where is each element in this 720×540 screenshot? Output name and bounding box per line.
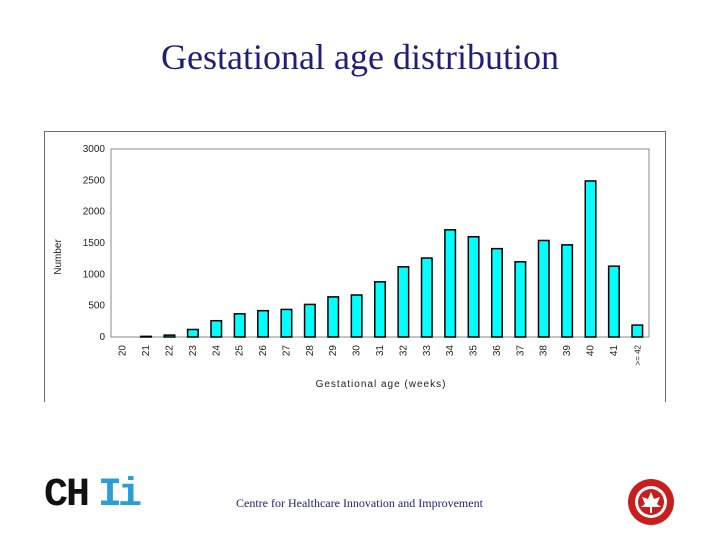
bar xyxy=(631,324,644,338)
y-axis-label: Number xyxy=(53,239,64,275)
y-tick-label: 2000 xyxy=(83,207,106,218)
bar xyxy=(373,281,387,338)
y-tick-label: 1500 xyxy=(83,238,106,249)
x-tick-label: 36 xyxy=(492,345,503,357)
x-tick-label: 37 xyxy=(515,345,526,357)
bar xyxy=(490,247,503,338)
y-ticks: 0 500 1000 1500 2000 2500 3000 xyxy=(83,144,106,343)
x-tick-label: 26 xyxy=(258,345,269,357)
bar xyxy=(561,244,574,338)
x-tick-label: 35 xyxy=(469,345,480,357)
bar xyxy=(280,308,293,338)
logo-ii-text: Ii xyxy=(98,473,142,518)
x-tick-label: 20 xyxy=(118,345,129,357)
x-tick-label: 22 xyxy=(164,345,175,357)
x-tick-label: 34 xyxy=(445,345,456,357)
bar xyxy=(163,334,176,338)
bar xyxy=(210,319,223,338)
bar xyxy=(584,180,597,338)
y-tick-label: 2500 xyxy=(83,175,106,186)
x-tick-label: 40 xyxy=(586,345,597,357)
x-axis-label: Gestational age (weeks) xyxy=(316,379,447,390)
bar xyxy=(467,235,480,338)
bar xyxy=(186,328,199,338)
bar xyxy=(537,239,550,338)
bar xyxy=(140,335,153,338)
y-tick-label: 500 xyxy=(88,301,105,312)
x-tick-label: 39 xyxy=(562,345,573,357)
x-tick-label: 23 xyxy=(188,345,199,357)
seal-emblem-icon xyxy=(628,479,674,525)
bar xyxy=(257,309,270,338)
y-tick-label: 1000 xyxy=(83,269,106,280)
y-tick-label: 3000 xyxy=(83,144,106,155)
x-tick-label: 41 xyxy=(609,345,620,357)
x-tick-label: 27 xyxy=(281,345,292,357)
x-tick-label: 21 xyxy=(141,345,152,357)
chii-logo: CH Ii xyxy=(44,474,144,518)
x-tick-label: 31 xyxy=(375,345,386,357)
bar xyxy=(514,261,527,338)
x-tick-label: 29 xyxy=(328,345,339,357)
x-tick-label: 38 xyxy=(539,345,550,357)
footer-text: Centre for Healthcare Innovation and Imp… xyxy=(236,496,483,510)
bar xyxy=(420,257,433,338)
bar xyxy=(444,229,457,338)
y-tick-label: 0 xyxy=(99,332,105,343)
bar xyxy=(350,294,363,338)
logo-ch-text: CH xyxy=(44,473,90,518)
x-tick-label: 30 xyxy=(352,345,363,357)
x-tick-label: 28 xyxy=(305,345,316,357)
x-tick-label: 33 xyxy=(422,345,433,357)
bar xyxy=(303,303,316,338)
bars xyxy=(140,180,644,338)
bar xyxy=(233,313,246,338)
bar xyxy=(607,265,620,338)
x-tick-label: >= 42 xyxy=(633,344,642,365)
x-tick-label: 24 xyxy=(211,345,222,357)
bar xyxy=(327,296,340,338)
x-tick-label: 25 xyxy=(235,345,246,357)
x-tick-label: 32 xyxy=(398,345,409,357)
slide-title: Gestational age distribution xyxy=(161,37,559,77)
chart-frame: 0 500 1000 1500 2000 2500 3000 20 21 22 23 24 25 26 2… xyxy=(44,131,666,402)
bar xyxy=(397,266,410,338)
x-ticks: 20 21 22 23 24 25 26 27 28 29 30 31 32 33 34 35 36 37 38 39… xyxy=(118,344,643,365)
